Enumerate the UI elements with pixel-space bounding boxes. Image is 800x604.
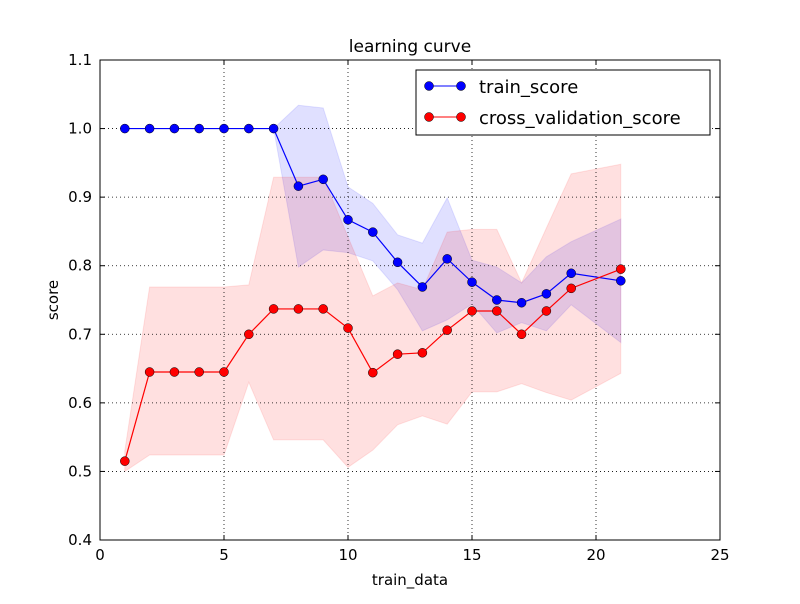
point-train_score: [368, 227, 378, 237]
band-cross_validation_score: [124, 163, 622, 473]
point-train_score: [169, 123, 180, 134]
x-tick-label: 15: [462, 546, 481, 564]
point-cross_validation_score: [318, 304, 328, 314]
y-tick-label: 0.9: [68, 188, 92, 206]
point-train_score: [244, 123, 254, 134]
point-train_score: [194, 123, 204, 134]
point-train_score: [467, 277, 477, 287]
y-tick-label: 0.5: [68, 462, 92, 480]
legend-train-label: train_score: [479, 77, 578, 98]
point-cross_validation_score: [293, 304, 304, 314]
x-tick-label: 0: [95, 546, 105, 564]
point-cross_validation_score: [417, 348, 428, 358]
y-tick-label: 0.7: [68, 325, 92, 343]
x-axis-label: train_data: [372, 571, 448, 590]
legend-train-marker: [456, 81, 466, 91]
legend-box: [415, 69, 711, 136]
point-cross_validation_score: [516, 329, 527, 340]
y-tick-label: 0.4: [68, 531, 92, 549]
point-train_score: [566, 268, 576, 279]
point-train_score: [492, 295, 502, 305]
point-cross_validation_score: [566, 283, 576, 294]
point-cross_validation_score: [268, 304, 279, 314]
legend-train-marker: [424, 81, 434, 91]
point-cross_validation_score: [442, 325, 452, 335]
point-cross_validation_score: [120, 456, 130, 466]
point-train_score: [516, 297, 527, 308]
point-train_score: [144, 123, 155, 134]
point-cross_validation_score: [467, 306, 477, 316]
y-axis-label: score: [44, 280, 62, 320]
point-train_score: [392, 257, 403, 268]
point-train_score: [318, 174, 328, 185]
point-cross_validation_score: [368, 367, 378, 378]
point-train_score: [442, 254, 452, 264]
y-tick-label: 0.6: [68, 394, 92, 412]
plot-frame: [99, 59, 721, 541]
x-tick-label: 5: [219, 546, 229, 564]
point-train_score: [293, 181, 304, 191]
x-tick-label: 20: [586, 546, 605, 564]
point-cross_validation_score: [343, 323, 353, 333]
point-cross_validation_score: [194, 367, 204, 377]
point-cross_validation_score: [616, 264, 626, 274]
point-train_score: [219, 123, 229, 134]
y-tick-label: 0.8: [68, 257, 92, 275]
y-tick-label: 1.1: [68, 51, 92, 69]
chart-title: learning curve: [349, 37, 471, 57]
point-train_score: [417, 282, 428, 292]
point-train_score: [343, 215, 353, 225]
point-cross_validation_score: [219, 367, 229, 377]
point-cross_validation_score: [492, 306, 502, 316]
y-tick-label: 1.0: [68, 120, 92, 138]
x-tick-label: 10: [338, 546, 357, 564]
legend: train_score cross_validation_score: [415, 69, 711, 136]
x-tick-label: 25: [710, 546, 729, 564]
legend-cv-label: cross_validation_score: [479, 108, 681, 129]
legend-cv-marker: [456, 112, 466, 122]
point-cross_validation_score: [169, 367, 180, 377]
point-cross_validation_score: [541, 306, 552, 316]
point-cross_validation_score: [244, 329, 254, 340]
point-cross_validation_score: [144, 367, 155, 377]
point-train_score: [120, 123, 130, 134]
legend-cv-marker: [424, 112, 434, 122]
point-cross_validation_score: [392, 349, 403, 359]
point-train_score: [268, 123, 279, 134]
point-train_score: [541, 289, 552, 299]
point-train_score: [616, 276, 626, 286]
